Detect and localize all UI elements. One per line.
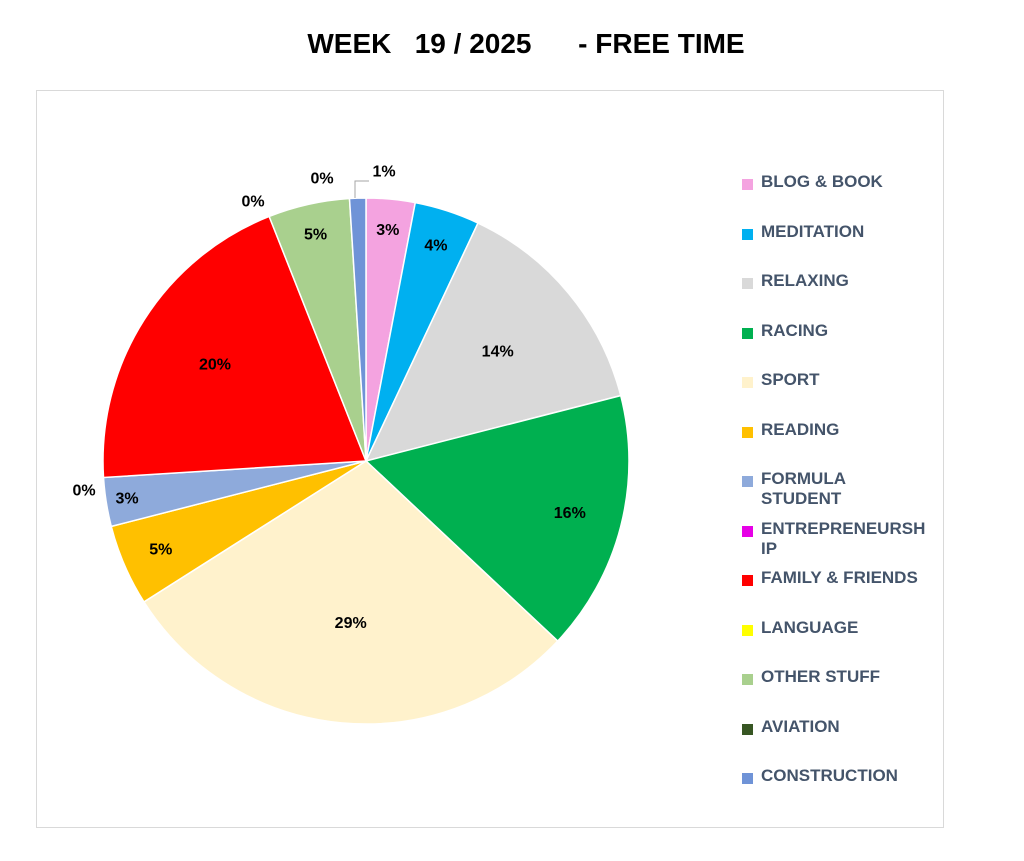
legend-label-relaxing: RELAXING [761,271,849,290]
pie-slices [102,197,630,725]
legend-swatch-relaxing [742,278,753,289]
legend-swatch-formula-student [742,476,753,487]
data-label-construction: 1% [372,164,395,181]
legend-label-blog-and-book: BLOG & BOOK [761,172,883,191]
pie-slice-sport [142,460,559,725]
data-label-formula-student: 3% [115,490,138,507]
data-label-other-stuff: 5% [304,227,327,244]
data-label-racing: 16% [554,505,586,522]
data-labels: 3% 4% 14% 16% 29% 5% 3% 0% 20% 0% 5% 0% 1% [72,164,585,632]
data-label-sport: 29% [335,615,367,632]
data-label-language: 0% [241,194,264,211]
chart-title: WEEK 19 / 2025 - FREE TIME [307,28,745,59]
pie-slice-racing [364,394,630,643]
data-label-reading: 5% [149,541,172,558]
legend-label-entrepreneurship: ENTREPRENEURSH IP [761,519,926,558]
pie-slice-construction [348,197,367,462]
legend-swatch-language [742,625,753,636]
legend-label-language: LANGUAGE [761,618,859,637]
legend-label-sport: SPORT [761,370,820,389]
legend-swatch-other-stuff [742,674,753,685]
data-label-entrepreneurship: 0% [72,483,95,500]
legend-label-aviation: AVIATION [761,717,840,736]
legend-swatch-reading [742,427,753,438]
leader-line-construction [354,180,369,198]
pie-slice-family-and-friends [102,215,368,479]
legend-label-reading: READING [761,420,840,439]
legend-label-meditation: MEDITATION [761,222,865,241]
legend-swatch-construction [742,773,753,784]
legend-swatch-aviation [742,724,753,735]
data-label-meditation: 4% [424,237,447,254]
data-label-blog-and-book: 3% [376,222,399,239]
legend-swatch-racing [742,328,753,339]
data-label-relaxing: 14% [482,344,514,361]
legend-swatch-sport [742,377,753,388]
legend-label-construction: CONSTRUCTION [761,766,898,785]
data-label-aviation: 0% [310,171,333,188]
legend-swatch-blog-and-book [742,179,753,190]
chart-frame [36,90,944,828]
legend-label-family-and-friends: FAMILY & FRIENDS [761,568,918,587]
leader-lines [354,180,369,198]
legend-label-racing: RACING [761,321,829,340]
pie-slice-relaxing [364,222,622,463]
legend-label-formula-student: FORMULA STUDENT [761,469,846,508]
data-label-family-and-friends: 20% [199,357,231,374]
legend-swatch-family-and-friends [742,575,753,586]
legend-swatch-meditation [742,229,753,240]
legend-swatch-entrepreneurship [742,526,753,537]
legend-label-other-stuff: OTHER STUFF [761,667,880,686]
